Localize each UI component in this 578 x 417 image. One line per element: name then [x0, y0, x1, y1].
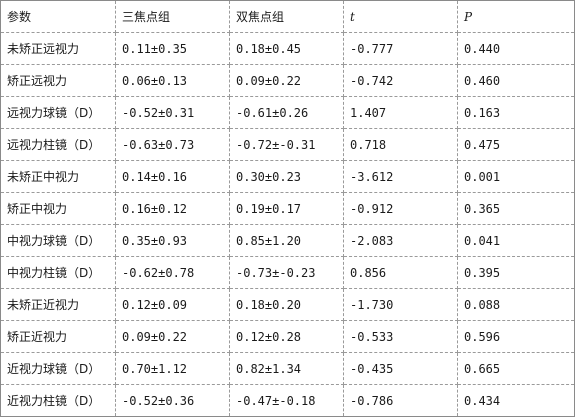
table-row: 未矫正远视力 0.11±0.35 0.18±0.45 -0.777 0.440	[0, 32, 575, 65]
row-t-value: -0.435	[343, 352, 458, 385]
header-bifocal-group: 双焦点组	[229, 0, 344, 33]
row-parameter: 远视力柱镜（D）	[0, 128, 116, 161]
row-t-value: -0.912	[343, 192, 458, 225]
row-t-value: -0.786	[343, 384, 458, 417]
row-parameter: 矫正中视力	[0, 192, 116, 225]
row-bifocal-value: 0.85±1.20	[229, 224, 344, 257]
row-t-value: 1.407	[343, 96, 458, 129]
row-bifocal-value: 0.82±1.34	[229, 352, 344, 385]
row-bifocal-value: 0.30±0.23	[229, 160, 344, 193]
table-row: 中视力球镜（D） 0.35±0.93 0.85±1.20 -2.083 0.041	[0, 224, 575, 257]
row-bifocal-value: 0.12±0.28	[229, 320, 344, 353]
header-parameter: 参数	[0, 0, 116, 33]
row-trifocal-value: 0.11±0.35	[115, 32, 230, 65]
row-trifocal-value: 0.70±1.12	[115, 352, 230, 385]
header-t-statistic: t	[343, 0, 458, 33]
row-bifocal-value: -0.73±-0.23	[229, 256, 344, 289]
header-p-value: P	[457, 0, 575, 33]
header-trifocal-group: 三焦点组	[115, 0, 230, 33]
row-p-value: 0.041	[457, 224, 575, 257]
row-t-value: -2.083	[343, 224, 458, 257]
row-parameter: 矫正近视力	[0, 320, 116, 353]
table-row: 近视力球镜（D） 0.70±1.12 0.82±1.34 -0.435 0.665	[0, 352, 575, 385]
row-bifocal-value: 0.19±0.17	[229, 192, 344, 225]
row-trifocal-value: -0.52±0.36	[115, 384, 230, 417]
row-parameter: 矫正远视力	[0, 64, 116, 97]
row-trifocal-value: 0.14±0.16	[115, 160, 230, 193]
row-p-value: 0.460	[457, 64, 575, 97]
row-parameter: 中视力球镜（D）	[0, 224, 116, 257]
row-trifocal-value: 0.35±0.93	[115, 224, 230, 257]
row-bifocal-value: 0.18±0.20	[229, 288, 344, 321]
row-p-value: 0.001	[457, 160, 575, 193]
row-p-value: 0.440	[457, 32, 575, 65]
row-trifocal-value: 0.09±0.22	[115, 320, 230, 353]
row-bifocal-value: -0.47±-0.18	[229, 384, 344, 417]
row-parameter: 远视力球镜（D）	[0, 96, 116, 129]
row-trifocal-value: -0.63±0.73	[115, 128, 230, 161]
table-row: 远视力球镜（D） -0.52±0.31 -0.61±0.26 1.407 0.163	[0, 96, 575, 129]
row-t-value: -0.777	[343, 32, 458, 65]
row-parameter: 未矫正远视力	[0, 32, 116, 65]
row-trifocal-value: 0.12±0.09	[115, 288, 230, 321]
row-t-value: -0.742	[343, 64, 458, 97]
row-trifocal-value: -0.62±0.78	[115, 256, 230, 289]
row-p-value: 0.395	[457, 256, 575, 289]
row-bifocal-value: -0.61±0.26	[229, 96, 344, 129]
row-p-value: 0.475	[457, 128, 575, 161]
row-bifocal-value: 0.09±0.22	[229, 64, 344, 97]
row-p-value: 0.665	[457, 352, 575, 385]
header-row: 参数 三焦点组 双焦点组 t P	[0, 0, 575, 33]
row-t-value: -0.533	[343, 320, 458, 353]
table-row: 未矫正近视力 0.12±0.09 0.18±0.20 -1.730 0.088	[0, 288, 575, 321]
row-parameter: 未矫正近视力	[0, 288, 116, 321]
row-trifocal-value: -0.52±0.31	[115, 96, 230, 129]
row-t-value: 0.856	[343, 256, 458, 289]
table-row: 未矫正中视力 0.14±0.16 0.30±0.23 -3.612 0.001	[0, 160, 575, 193]
row-t-value: 0.718	[343, 128, 458, 161]
table-row: 中视力柱镜（D） -0.62±0.78 -0.73±-0.23 0.856 0.395	[0, 256, 575, 289]
row-p-value: 0.365	[457, 192, 575, 225]
row-parameter: 近视力球镜（D）	[0, 352, 116, 385]
row-t-value: -1.730	[343, 288, 458, 321]
row-parameter: 未矫正中视力	[0, 160, 116, 193]
row-p-value: 0.434	[457, 384, 575, 417]
table-row: 矫正远视力 0.06±0.13 0.09±0.22 -0.742 0.460	[0, 64, 575, 97]
row-p-value: 0.596	[457, 320, 575, 353]
table-row: 远视力柱镜（D） -0.63±0.73 -0.72±-0.31 0.718 0.475	[0, 128, 575, 161]
row-p-value: 0.163	[457, 96, 575, 129]
row-bifocal-value: -0.72±-0.31	[229, 128, 344, 161]
row-trifocal-value: 0.06±0.13	[115, 64, 230, 97]
table-row: 近视力柱镜（D） -0.52±0.36 -0.47±-0.18 -0.786 0.434	[0, 384, 575, 417]
row-trifocal-value: 0.16±0.12	[115, 192, 230, 225]
row-bifocal-value: 0.18±0.45	[229, 32, 344, 65]
row-t-value: -3.612	[343, 160, 458, 193]
table-row: 矫正中视力 0.16±0.12 0.19±0.17 -0.912 0.365	[0, 192, 575, 225]
row-parameter: 中视力柱镜（D）	[0, 256, 116, 289]
table-row: 矫正近视力 0.09±0.22 0.12±0.28 -0.533 0.596	[0, 320, 575, 353]
row-parameter: 近视力柱镜（D）	[0, 384, 116, 417]
row-p-value: 0.088	[457, 288, 575, 321]
